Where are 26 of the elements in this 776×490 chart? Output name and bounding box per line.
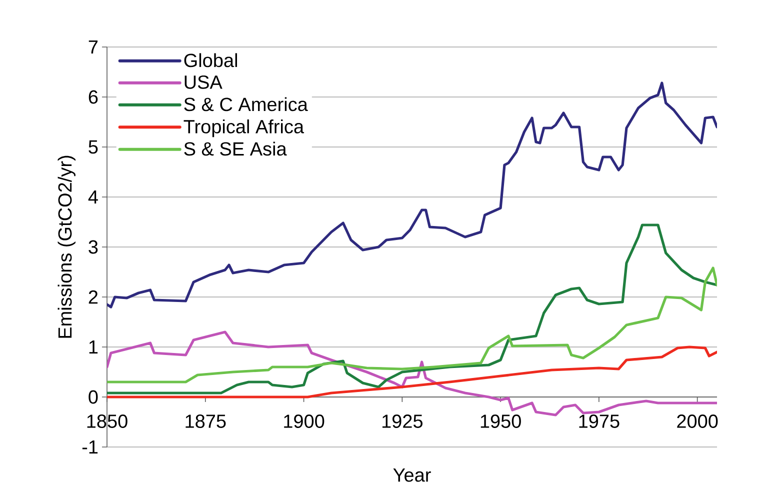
y-tick-label: 2 <box>88 290 98 304</box>
legend-label: Global <box>184 53 237 68</box>
line-series <box>107 266 718 384</box>
x-tick-label: 1850 <box>87 414 128 428</box>
x-tick-label: 2000 <box>677 414 718 428</box>
y-tick-label: 6 <box>88 90 98 104</box>
line-series <box>107 224 718 394</box>
x-tick-label: 1975 <box>579 414 620 428</box>
x-tick-label: 1925 <box>382 414 422 428</box>
legend-label: S & C America <box>184 97 308 112</box>
legend-label: USA <box>184 75 222 89</box>
y-axis-title: Emissions (GtCO2/yr) <box>58 156 76 338</box>
y-tick-label: 7 <box>88 40 98 54</box>
line-series <box>107 346 718 398</box>
y-tick-label: 3 <box>88 240 98 254</box>
y-tick-label: 1 <box>89 340 98 354</box>
x-tick-label: 1900 <box>284 414 324 428</box>
x-axis-title: Year <box>393 468 431 482</box>
legend-label: Tropical Africa <box>184 119 304 138</box>
y-tick-label: -1 <box>82 440 98 454</box>
x-tick-label: 1950 <box>480 414 521 428</box>
legend-label: S & SE Asia <box>184 142 287 156</box>
y-tick-label: 0 <box>88 390 98 404</box>
y-tick-label: 5 <box>88 140 98 154</box>
x-tick-label: 1875 <box>186 414 226 428</box>
y-tick-label: 4 <box>88 190 98 204</box>
